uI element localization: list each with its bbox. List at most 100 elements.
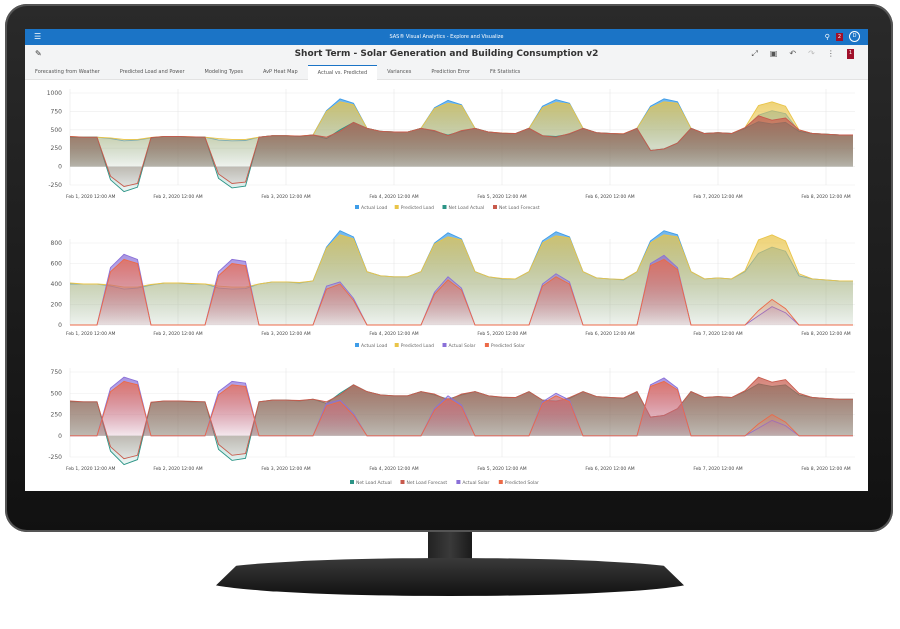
tab-variances[interactable]: Variances	[387, 69, 412, 75]
tab-fit-statistics[interactable]: Fit Statistics	[489, 69, 521, 75]
y-tick-label: 500	[51, 127, 63, 134]
layout-icon[interactable]: ▣	[769, 49, 778, 58]
x-tick-label: Feb 1, 2020 12:00 AM	[66, 466, 115, 472]
legend-label: Predicted Load	[401, 205, 434, 211]
x-tick-label: Feb 2, 2020 12:00 AM	[153, 466, 202, 472]
x-tick-label: Feb 8, 2020 12:00 AM	[801, 194, 850, 200]
chart-2: 0 200 400 600 800 Feb 1, 2020 12:00 AM Feb 2, …	[51, 230, 855, 349]
x-tick-label: Feb 6, 2020 12:00 AM	[585, 466, 634, 472]
y-tick-label: 250	[51, 412, 63, 419]
legend-label: Net Load Actual	[356, 480, 392, 486]
legend-swatch	[350, 480, 354, 484]
redo-icon[interactable]: ↷	[808, 49, 815, 58]
y-tick-label: 500	[51, 390, 63, 397]
series-area-predicted-solar	[70, 381, 853, 436]
series-line-predicted-load	[69, 234, 853, 288]
maximize-icon[interactable]: ⤢	[751, 49, 758, 58]
y-tick-label: 600	[51, 261, 63, 268]
legend-swatch	[355, 343, 359, 347]
legend-swatch	[498, 480, 503, 484]
tab-forecasting-from-weather[interactable]: Forecasting from Weather	[35, 69, 100, 75]
y-tick-label: 1000	[47, 90, 62, 97]
page-title: Short Term - Solar Generation and Buildi…	[294, 49, 599, 59]
series-line-predicted-solar	[70, 258, 853, 326]
x-tick-label: Feb 2, 2020 12:00 AM	[153, 331, 202, 337]
monitor-stand-base	[205, 558, 695, 596]
series-line-net-load-forecast	[69, 376, 853, 460]
legend-label: Predicted Solar	[505, 480, 539, 486]
y-tick-label: 250	[51, 145, 63, 152]
x-tick-label: Feb 7, 2020 12:00 AM	[693, 331, 742, 337]
legend-label: Actual Load	[361, 343, 387, 349]
tab-prediction-error[interactable]: Prediction Error	[431, 69, 470, 75]
x-tick-label: Feb 1, 2020 12:00 AM	[66, 331, 115, 337]
y-tick-label: 0	[58, 322, 62, 329]
legend-swatch	[442, 343, 447, 347]
x-tick-label: Feb 6, 2020 12:00 AM	[585, 331, 634, 337]
y-tick-label: 750	[51, 108, 63, 115]
legend-swatch	[394, 343, 399, 347]
series-line-net-load-forecast	[69, 115, 853, 187]
avatar[interactable]: D	[849, 31, 860, 42]
legend-label: Actual Solar	[449, 343, 476, 349]
y-tick-label: 200	[51, 302, 63, 309]
x-tick-label: Feb 3, 2020 12:00 AM	[261, 194, 310, 200]
legend-label: Actual Load	[361, 205, 387, 211]
legend-swatch	[394, 205, 399, 209]
y-tick-label: 0	[58, 164, 62, 171]
x-tick-label: Feb 7, 2020 12:00 AM	[693, 466, 742, 472]
search-icon[interactable]: ⚲	[824, 32, 830, 41]
legend-swatch	[442, 205, 447, 209]
x-tick-label: Feb 4, 2020 12:00 AM	[369, 331, 418, 337]
hamburger-icon[interactable]: ☰	[34, 32, 42, 41]
series-area-predicted-solar	[70, 259, 853, 325]
undo-icon[interactable]: ↶	[789, 49, 797, 58]
y-tick-label: 0	[58, 433, 62, 440]
tab-actual-vs-predicted[interactable]: Actual vs. Predicted	[307, 65, 378, 80]
app-title: SAS® Visual Analytics - Explore and Visu…	[389, 34, 504, 40]
legend-swatch	[493, 205, 497, 209]
x-tick-label: Feb 7, 2020 12:00 AM	[693, 194, 742, 200]
legend-swatch	[484, 343, 489, 347]
legend-swatch	[400, 480, 405, 484]
report-titlebar: ✎ Short Term - Solar Generation and Buil…	[25, 45, 868, 65]
x-tick-label: Feb 5, 2020 12:00 AM	[477, 331, 526, 337]
y-tick-label: -250	[48, 182, 62, 189]
tab-modeling-types[interactable]: Modeling Types	[204, 69, 243, 75]
legend-label: Predicted Load	[401, 343, 434, 349]
legend-label: Predicted Solar	[491, 343, 525, 349]
y-tick-label: 800	[51, 240, 63, 247]
legend-label: Actual Solar	[462, 480, 489, 486]
more-icon[interactable]: ⋮	[826, 49, 835, 58]
chart-3: -250 0 250 500 750 Feb 1, 2020 12:00 AM Feb 2,…	[48, 368, 855, 486]
x-tick-label: Feb 8, 2020 12:00 AM	[801, 466, 850, 472]
x-tick-label: Feb 4, 2020 12:00 AM	[369, 194, 418, 200]
y-tick-label: -250	[48, 454, 62, 461]
series-line-predicted-solar	[70, 380, 853, 437]
x-tick-label: Feb 5, 2020 12:00 AM	[477, 466, 526, 472]
x-tick-label: Feb 5, 2020 12:00 AM	[477, 194, 526, 200]
x-tick-label: Feb 3, 2020 12:00 AM	[261, 466, 310, 472]
y-tick-label: 750	[51, 369, 63, 376]
y-tick-label: 400	[51, 281, 63, 288]
pencil-icon[interactable]: ✎	[35, 49, 42, 58]
legend-label: Net Load Forecast	[499, 205, 540, 211]
chart-1: -250 0 250 500 750 1000 Feb 1, 2020 12:00 AM Fe…	[47, 89, 855, 211]
tab-avp-heat-map[interactable]: AvP Heat Map	[262, 69, 298, 75]
series-area-net-load-forecast	[70, 115, 853, 187]
page-badge[interactable]: 1	[846, 49, 854, 59]
legend-label: Net Load Forecast	[407, 480, 448, 486]
x-tick-label: Feb 3, 2020 12:00 AM	[261, 331, 310, 337]
x-tick-label: Feb 8, 2020 12:00 AM	[801, 331, 850, 337]
x-tick-label: Feb 1, 2020 12:00 AM	[66, 194, 115, 200]
report-tabs: Forecasting from Weather Predicted Load a…	[25, 65, 868, 80]
app-header: ☰ SAS® Visual Analytics - Explore and Vi…	[25, 29, 868, 45]
legend-swatch	[456, 480, 461, 484]
legend-label: Net Load Actual	[449, 205, 485, 211]
x-tick-label: Feb 6, 2020 12:00 AM	[585, 194, 634, 200]
notification-badge[interactable]: 2	[835, 32, 843, 41]
x-tick-label: Feb 4, 2020 12:00 AM	[369, 466, 418, 472]
tab-predicted-load-and-power[interactable]: Predicted Load and Power	[119, 69, 185, 75]
legend-swatch	[355, 205, 359, 209]
